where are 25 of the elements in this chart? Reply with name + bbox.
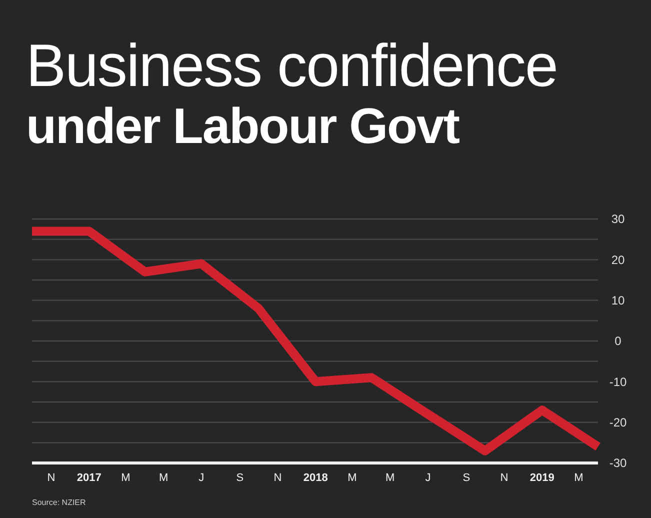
x-tick-label: M bbox=[158, 472, 168, 484]
y-tick-label: -30 bbox=[609, 456, 627, 470]
y-tick-label: -20 bbox=[609, 416, 627, 430]
x-tick-label: N bbox=[274, 472, 282, 484]
y-tick-label: -10 bbox=[609, 374, 627, 389]
x-tick-label: N bbox=[47, 472, 56, 484]
source-note: Source: NZIER bbox=[32, 498, 86, 507]
x-tick-label: S bbox=[236, 472, 244, 484]
x-tick-label: M bbox=[386, 472, 395, 484]
x-tick-label: S bbox=[462, 472, 470, 484]
y-tick-label: 0 bbox=[614, 334, 622, 348]
x-tick-label: M bbox=[348, 472, 357, 484]
chart-subtitle: under Labour Govt bbox=[26, 98, 460, 154]
y-tick-label: 10 bbox=[611, 294, 625, 308]
x-tick-label: N bbox=[500, 472, 508, 484]
x-tick-label: M bbox=[121, 472, 130, 484]
x-tick-label: 2019 bbox=[530, 472, 554, 484]
x-tick-label: M bbox=[574, 472, 584, 484]
x-tick-label: 2017 bbox=[76, 472, 102, 484]
y-tick-label: 30 bbox=[611, 212, 625, 226]
x-tick-label: 2018 bbox=[303, 472, 328, 484]
x-tick-label: J bbox=[198, 472, 204, 484]
y-tick-label: 20 bbox=[611, 252, 625, 267]
x-tick-label: J bbox=[425, 472, 431, 484]
chart-title: Business confidence bbox=[26, 32, 558, 99]
